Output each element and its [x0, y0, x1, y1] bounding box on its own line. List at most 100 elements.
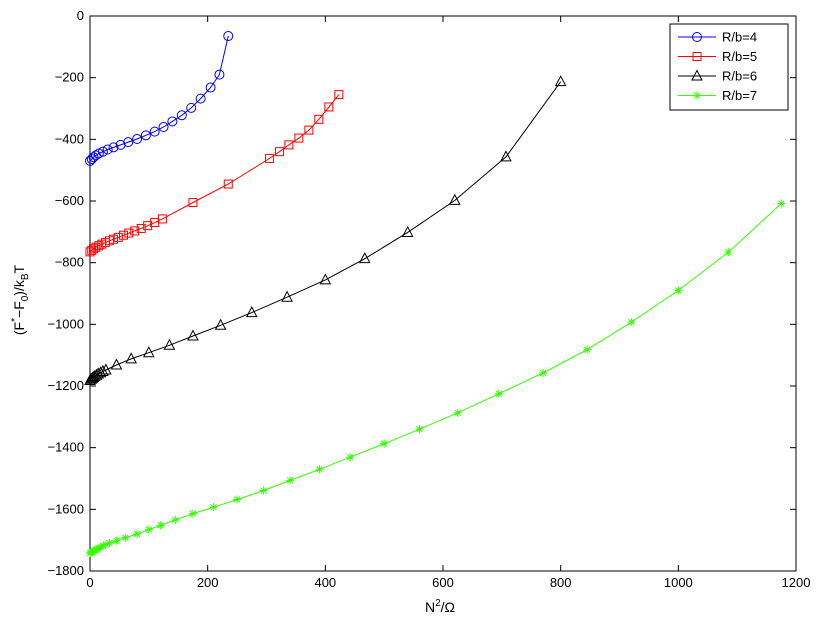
- x-axis-label: N2/Ω: [425, 598, 455, 615]
- star-marker: [346, 453, 355, 462]
- circle-marker: [223, 31, 234, 42]
- star-marker: [98, 542, 107, 551]
- square-marker: [94, 241, 104, 251]
- triangle-marker: [110, 358, 123, 370]
- star-marker: [101, 540, 110, 549]
- y-tick-label: −1800: [47, 563, 84, 578]
- circle-marker: [85, 155, 95, 166]
- star-marker: [96, 543, 105, 552]
- star-marker: [724, 248, 733, 257]
- star-marker: [627, 318, 636, 327]
- square-marker: [304, 125, 314, 135]
- star-marker: [133, 530, 142, 538]
- star-marker: [693, 91, 701, 100]
- star-marker: [209, 503, 218, 512]
- circle-marker: [205, 82, 216, 93]
- y-tick-label: −400: [55, 131, 84, 146]
- legend-label: R/b=4: [722, 30, 757, 45]
- star-marker: [583, 345, 592, 354]
- x-tick-label: 1200: [782, 575, 811, 590]
- series-layer: [84, 31, 786, 558]
- legend-label: R/b=7: [722, 88, 757, 103]
- square-marker: [334, 90, 344, 100]
- square-marker: [324, 102, 334, 112]
- legend-item: R/b=7: [678, 88, 757, 103]
- star-marker: [94, 544, 103, 553]
- star-marker: [90, 546, 99, 555]
- legend-item: R/b=4: [678, 30, 757, 45]
- circle-marker: [186, 102, 197, 113]
- square-marker: [188, 198, 198, 208]
- triangle-marker: [358, 252, 371, 264]
- star-marker: [539, 369, 548, 378]
- square-marker: [124, 228, 134, 238]
- star-marker: [105, 538, 114, 547]
- star-marker: [777, 199, 786, 208]
- circle-marker: [214, 69, 225, 80]
- y-tick-label: −1200: [47, 378, 84, 393]
- triangle-marker: [97, 364, 109, 377]
- triangle-marker: [401, 225, 414, 237]
- series-2: [85, 90, 344, 257]
- square-marker: [136, 223, 146, 233]
- star-marker: [315, 465, 324, 474]
- circle-marker: [140, 130, 151, 141]
- triangle-marker: [281, 290, 293, 302]
- star-marker: [453, 408, 462, 417]
- series-3: [84, 75, 567, 385]
- star-marker: [494, 389, 503, 398]
- square-marker: [157, 214, 167, 224]
- star-marker: [144, 525, 153, 534]
- x-tick-label: 1000: [664, 575, 693, 590]
- legend-item: R/b=6: [678, 69, 757, 84]
- circle-marker: [176, 110, 187, 121]
- x-tick-label: 0: [86, 575, 93, 590]
- y-tick-label: 0: [77, 8, 84, 23]
- triangle-marker: [187, 329, 199, 341]
- square-marker: [314, 114, 324, 124]
- star-marker: [112, 536, 121, 545]
- triangle-marker: [554, 75, 567, 87]
- star-marker: [380, 439, 389, 448]
- x-tick-label: 400: [314, 575, 336, 590]
- triangle-marker: [319, 273, 332, 285]
- triangle-marker: [214, 318, 227, 330]
- circle-marker: [102, 144, 113, 155]
- circle-marker: [149, 126, 160, 137]
- triangle-marker: [94, 366, 107, 378]
- triangle-marker: [691, 69, 703, 81]
- circle-marker: [167, 116, 178, 127]
- star-marker: [92, 545, 101, 554]
- square-marker: [294, 133, 304, 143]
- square-marker: [130, 226, 140, 236]
- triangle-marker: [125, 352, 138, 364]
- circle-marker: [692, 32, 702, 42]
- legend-label: R/b=5: [722, 49, 757, 64]
- star-marker: [674, 286, 683, 295]
- y-tick-label: −800: [55, 255, 84, 270]
- triangle-marker: [88, 369, 101, 381]
- legend: R/b=4 R/b=5 R/b=6 R/b=7: [669, 23, 789, 111]
- square-marker: [109, 234, 119, 244]
- circle-marker: [97, 146, 108, 157]
- x-tick-label: 600: [432, 575, 454, 590]
- y-tick-label: −200: [55, 70, 84, 85]
- triangle-marker: [163, 338, 176, 350]
- square-marker: [119, 230, 129, 240]
- square-marker: [274, 147, 284, 157]
- triangle-marker: [500, 150, 512, 162]
- square-marker: [223, 179, 233, 189]
- star-marker: [121, 533, 130, 542]
- star-marker: [156, 521, 165, 530]
- square-marker: [264, 153, 274, 163]
- y-tick-label: −1600: [47, 501, 84, 516]
- square-marker: [692, 52, 702, 61]
- series-4: [86, 199, 786, 558]
- triangle-marker: [100, 363, 112, 375]
- star-marker: [286, 476, 295, 485]
- y-axis-label: (F*−F0)/kBT: [10, 264, 31, 335]
- x-tick-label: 200: [197, 575, 219, 590]
- circle-marker: [195, 93, 206, 104]
- triangle-marker: [448, 193, 461, 205]
